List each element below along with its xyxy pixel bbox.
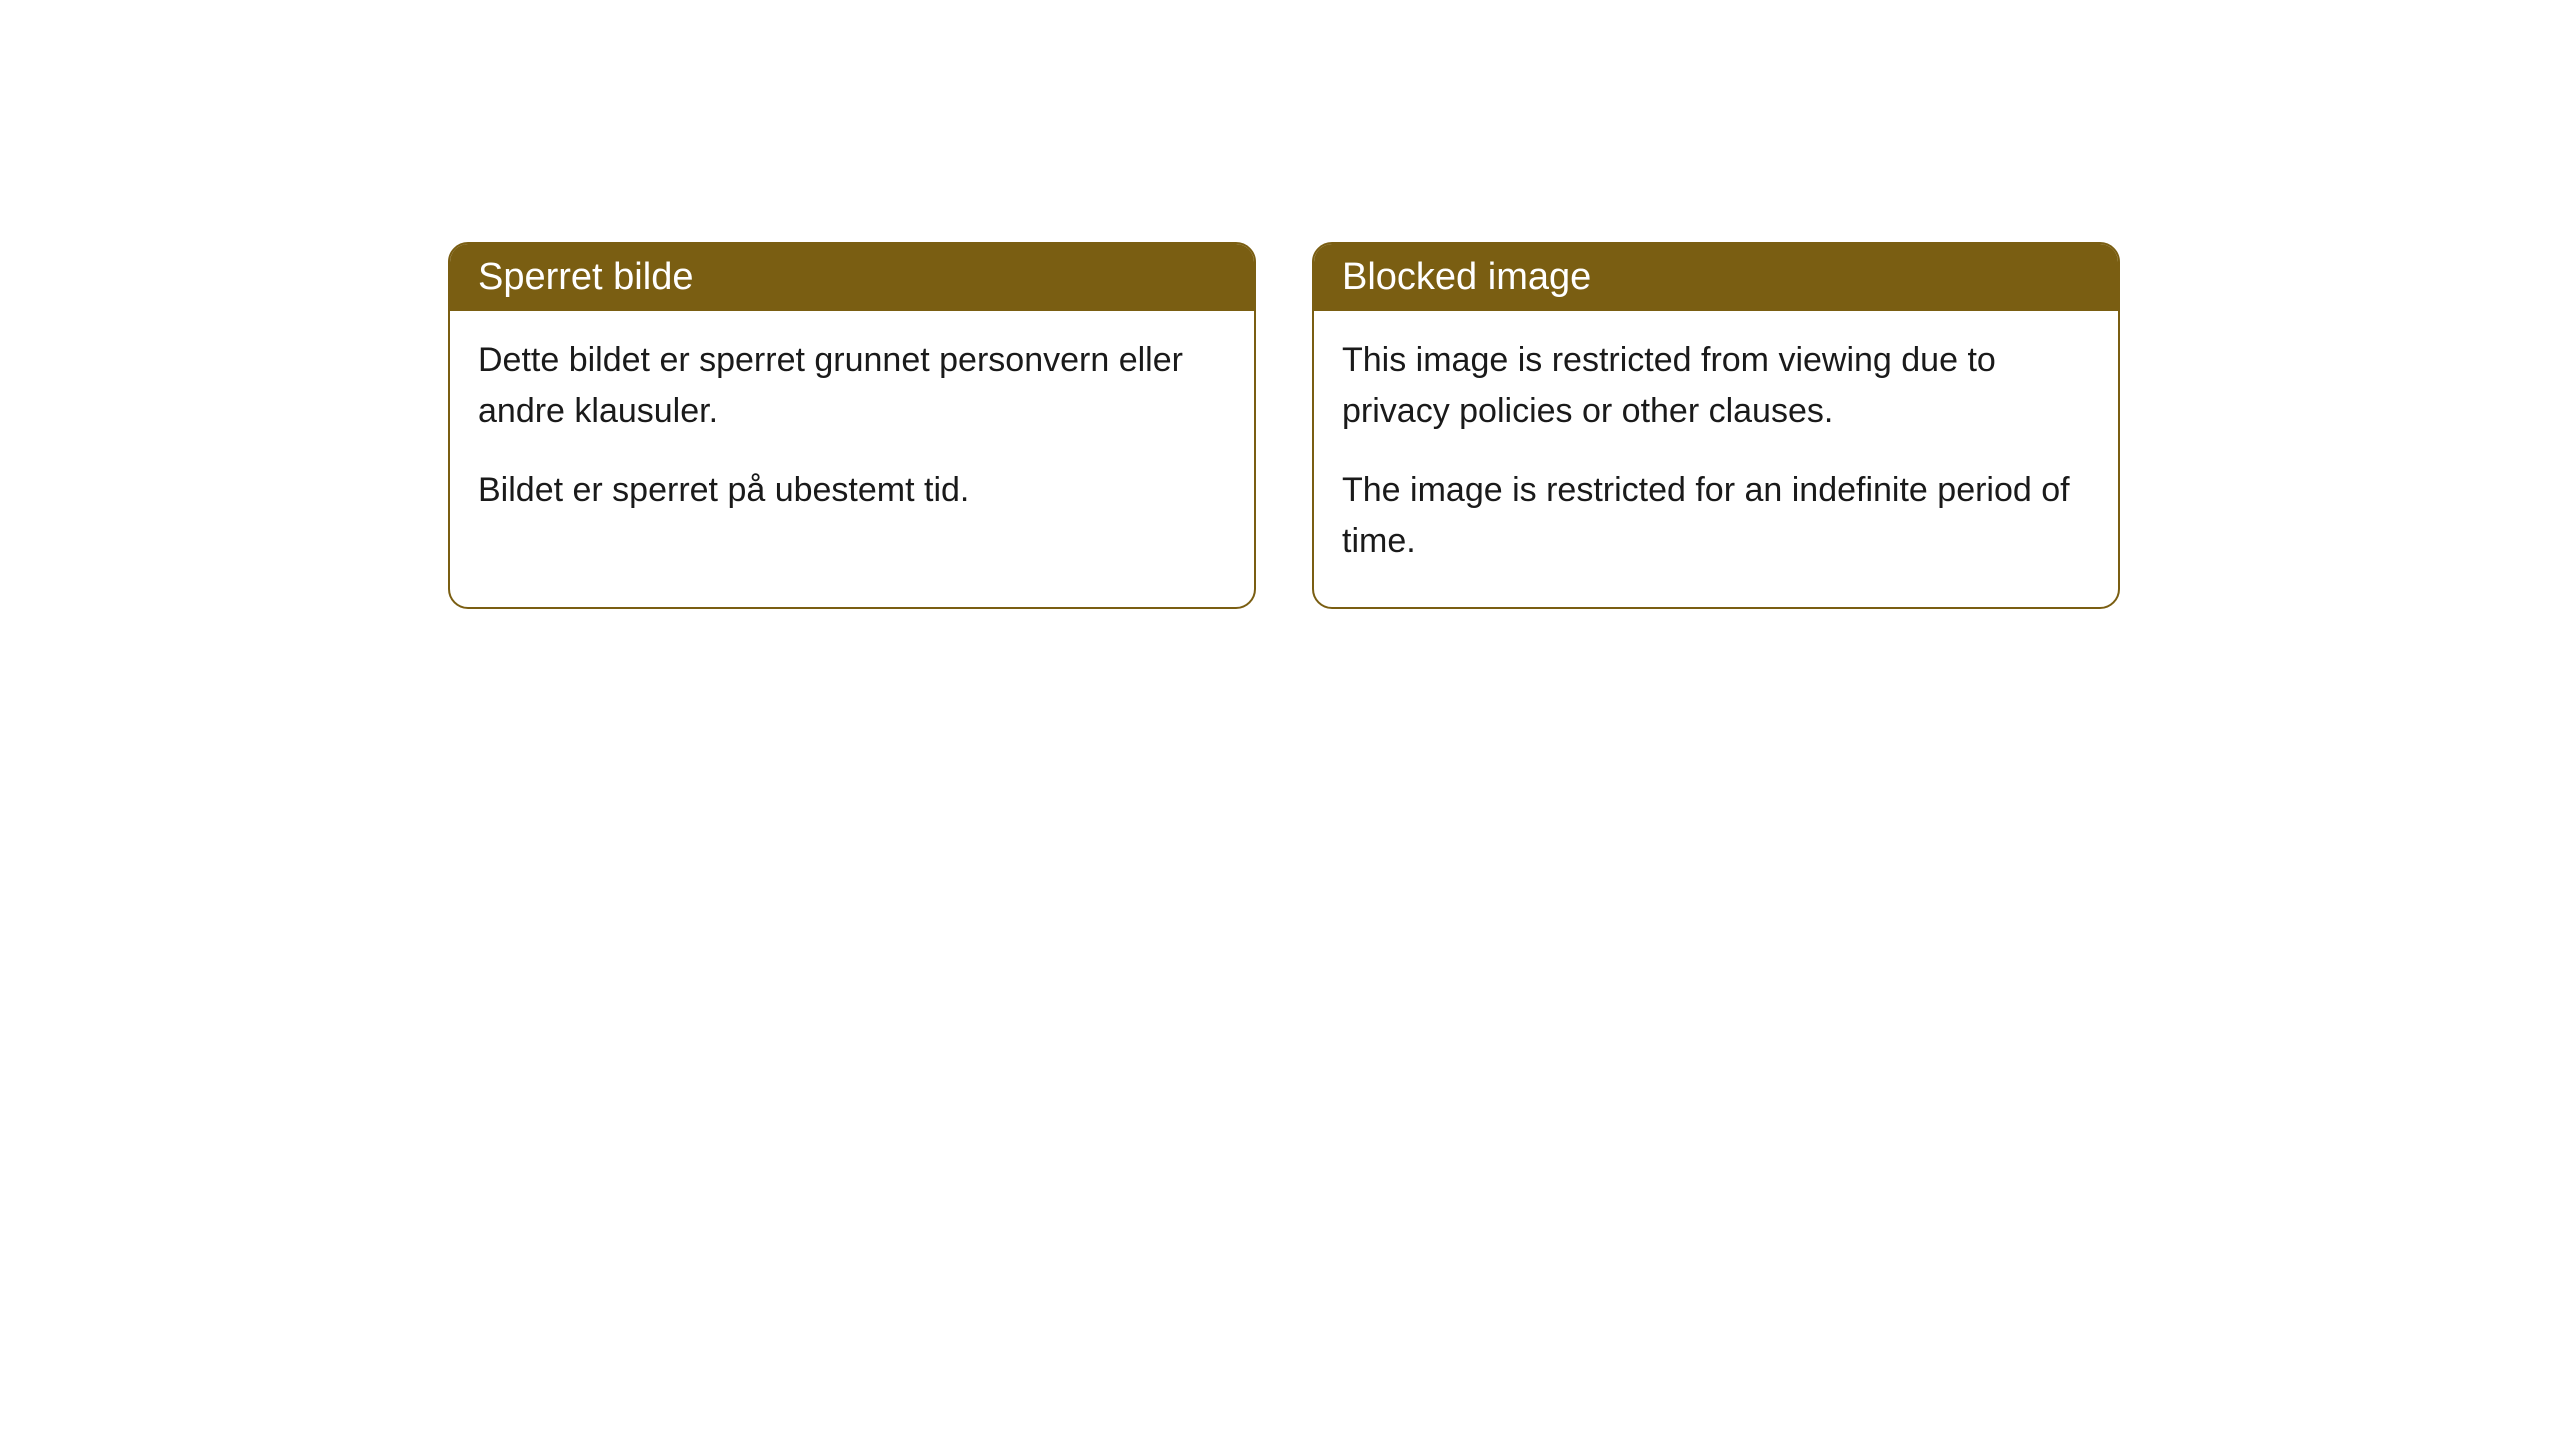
card-header: Sperret bilde [450,244,1254,311]
card-body: Dette bildet er sperret grunnet personve… [450,311,1254,556]
card-header: Blocked image [1314,244,2118,311]
card-title: Blocked image [1342,256,1591,298]
blocked-image-card-norwegian: Sperret bilde Dette bildet er sperret gr… [448,242,1256,609]
card-title: Sperret bilde [478,256,693,298]
card-body: This image is restricted from viewing du… [1314,311,2118,607]
blocked-image-card-english: Blocked image This image is restricted f… [1312,242,2120,609]
notice-cards-container: Sperret bilde Dette bildet er sperret gr… [448,242,2120,609]
card-paragraph: Bildet er sperret på ubestemt tid. [478,465,1226,516]
card-paragraph: Dette bildet er sperret grunnet personve… [478,335,1226,437]
card-paragraph: The image is restricted for an indefinit… [1342,465,2090,567]
card-paragraph: This image is restricted from viewing du… [1342,335,2090,437]
